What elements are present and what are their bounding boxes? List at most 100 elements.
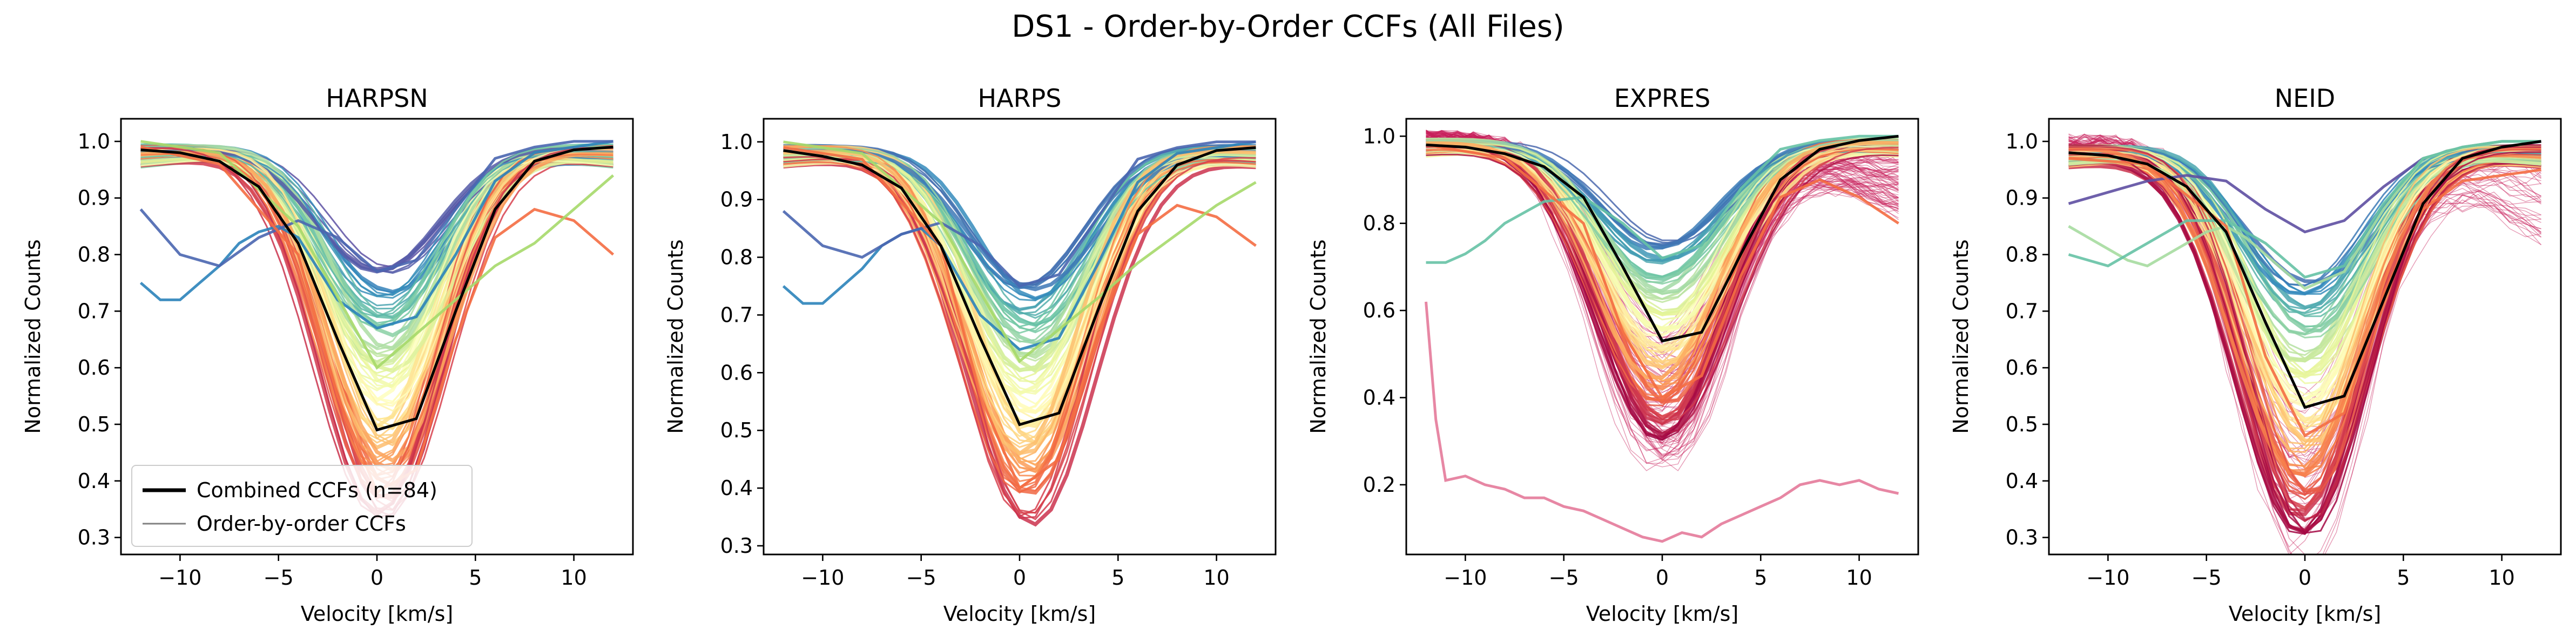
order-ccf <box>2068 150 2541 423</box>
combined-ccf-line <box>783 146 1256 427</box>
plot-area <box>2068 133 2542 554</box>
x-tick-label: 5 <box>1111 566 1124 590</box>
order-ccf <box>1426 148 1899 402</box>
x-axis-label: Velocity [km/s] <box>2229 602 2381 626</box>
x-tick-label: 10 <box>1203 566 1229 590</box>
order-ccf-special <box>1425 301 1899 543</box>
y-tick-label: 0.8 <box>720 246 753 269</box>
x-tick-label: −10 <box>1444 566 1487 590</box>
x-tick-label: −5 <box>1549 566 1579 590</box>
y-tick-label: 0.7 <box>2006 299 2038 323</box>
y-tick-label: 0.8 <box>1363 212 1395 235</box>
combined-ccf-line <box>2068 140 2541 409</box>
y-tick-label: 0.5 <box>78 412 110 436</box>
x-tick-label: 10 <box>561 566 586 590</box>
order-ccf-special <box>2068 140 2541 279</box>
x-tick-label: 0 <box>1656 566 1669 590</box>
panel-title: HARPS <box>978 84 1062 113</box>
panel-neid: −10 −5 0 5 10 0.3 0.4 0.5 0.6 0.7 0.8 0.9 1.0 NEID Vel… <box>1949 84 2562 626</box>
combined-ccf-line <box>1426 134 1899 343</box>
x-tick-label: 5 <box>469 566 482 590</box>
x-tick-label: −5 <box>264 566 294 590</box>
y-tick-label: 0.6 <box>1363 299 1395 322</box>
y-tick-label: 0.9 <box>78 186 110 210</box>
combined-ccf-line <box>140 145 613 432</box>
y-tick-label: 0.6 <box>720 361 753 384</box>
x-axis-label: Velocity [km/s] <box>301 602 453 626</box>
y-tick-label: 0.3 <box>720 534 753 558</box>
order-ccf <box>783 156 1256 514</box>
panel-expres: −10 −5 0 5 10 0.2 0.4 0.6 0.8 1.0 EXPRES Velocity [… <box>1306 84 1919 626</box>
panel-title: HARPSN <box>326 84 428 113</box>
x-tick-label: 0 <box>2298 566 2311 590</box>
order-ccf <box>2068 151 2541 530</box>
order-ccf <box>140 151 613 463</box>
x-tick-label: −10 <box>2086 566 2129 590</box>
legend-label: Combined CCFs (n=84) <box>197 478 437 502</box>
x-tick-label: −10 <box>158 566 201 590</box>
order-ccf <box>2068 147 2541 296</box>
panel-harps: −10 −5 0 5 10 0.3 0.4 0.5 0.6 0.7 0.8 0.9 1.0 HARPS Ve… <box>664 84 1277 626</box>
y-tick-label: 0.2 <box>1363 473 1395 497</box>
order-ccf <box>2068 160 2541 478</box>
order-ccf-special <box>782 140 1256 288</box>
y-tick-label: 0.4 <box>78 469 110 493</box>
y-tick-label: 0.4 <box>1363 385 1395 409</box>
legend-label: Order-by-order CCFs <box>197 512 406 536</box>
order-ccf-special <box>139 140 613 273</box>
y-tick-label: 1.0 <box>720 130 753 154</box>
y-tick-label: 0.6 <box>2006 356 2038 380</box>
y-tick-label: 0.4 <box>720 476 753 500</box>
y-tick-label: 1.0 <box>2006 130 2038 153</box>
y-axis-label: Normalized Counts <box>664 239 687 434</box>
y-tick-label: 0.5 <box>720 418 753 442</box>
order-ccf <box>2068 148 2541 492</box>
x-tick-label: −10 <box>801 566 844 590</box>
y-tick-label: 0.7 <box>78 299 110 323</box>
panel-title: NEID <box>2275 84 2335 113</box>
legend-box <box>131 465 473 547</box>
y-tick-label: 0.9 <box>2006 186 2038 210</box>
plot-area <box>1425 130 1899 543</box>
y-tick-label: 0.5 <box>2006 412 2038 436</box>
panel-title: EXPRES <box>1614 84 1711 113</box>
x-tick-label: 10 <box>2489 566 2514 590</box>
x-tick-label: 0 <box>370 566 383 590</box>
x-axis-label: Velocity [km/s] <box>943 602 1096 626</box>
y-tick-label: 0.3 <box>2006 526 2038 550</box>
x-tick-label: 10 <box>1846 566 1872 590</box>
y-tick-label: 0.4 <box>2006 469 2038 493</box>
x-tick-label: 5 <box>1754 566 1767 590</box>
order-ccf <box>783 161 1256 494</box>
y-tick-label: 0.8 <box>2006 243 2038 267</box>
order-ccf-special <box>783 140 1257 363</box>
plot-area <box>139 140 615 519</box>
legend: Combined CCFs (n=84) Order-by-order CCFs <box>131 465 473 547</box>
panels: −10 −5 0 5 10 0.3 0.4 0.5 0.6 0.7 0.8 0.9 1.0 HARPSN V… <box>21 84 2562 626</box>
y-tick-label: 1.0 <box>78 130 110 153</box>
x-tick-label: 0 <box>1013 566 1026 590</box>
y-tick-label: 0.7 <box>720 303 753 327</box>
y-tick-label: 0.8 <box>78 243 110 267</box>
y-tick-label: 0.9 <box>720 188 753 212</box>
y-tick-label: 1.0 <box>1363 124 1395 148</box>
y-axis-label: Normalized Counts <box>1949 239 1973 434</box>
order-ccf-special <box>139 140 613 330</box>
order-ccf <box>1426 153 1899 434</box>
y-axis-label: Normalized Counts <box>1306 239 1330 434</box>
y-tick-label: 0.3 <box>78 526 110 550</box>
plot-area <box>782 140 1257 527</box>
x-axis-label: Velocity [km/s] <box>1586 602 1738 626</box>
x-tick-label: 5 <box>2397 566 2410 590</box>
order-ccf-special <box>783 146 1257 490</box>
order-ccf-special <box>2068 157 2541 438</box>
y-tick-label: 0.6 <box>78 356 110 380</box>
outlier-order-ccf <box>1426 132 1899 375</box>
outlier-order-ccf <box>1426 131 1899 445</box>
x-tick-label: −5 <box>906 566 936 590</box>
y-axis-label: Normalized Counts <box>21 239 45 434</box>
figure-title: DS1 - Order-by-Order CCFs (All Files) <box>1011 9 1564 44</box>
panel-harpsn: −10 −5 0 5 10 0.3 0.4 0.5 0.6 0.7 0.8 0.9 1.0 HARPSN V… <box>21 84 634 626</box>
order-ccf <box>2068 145 2541 376</box>
